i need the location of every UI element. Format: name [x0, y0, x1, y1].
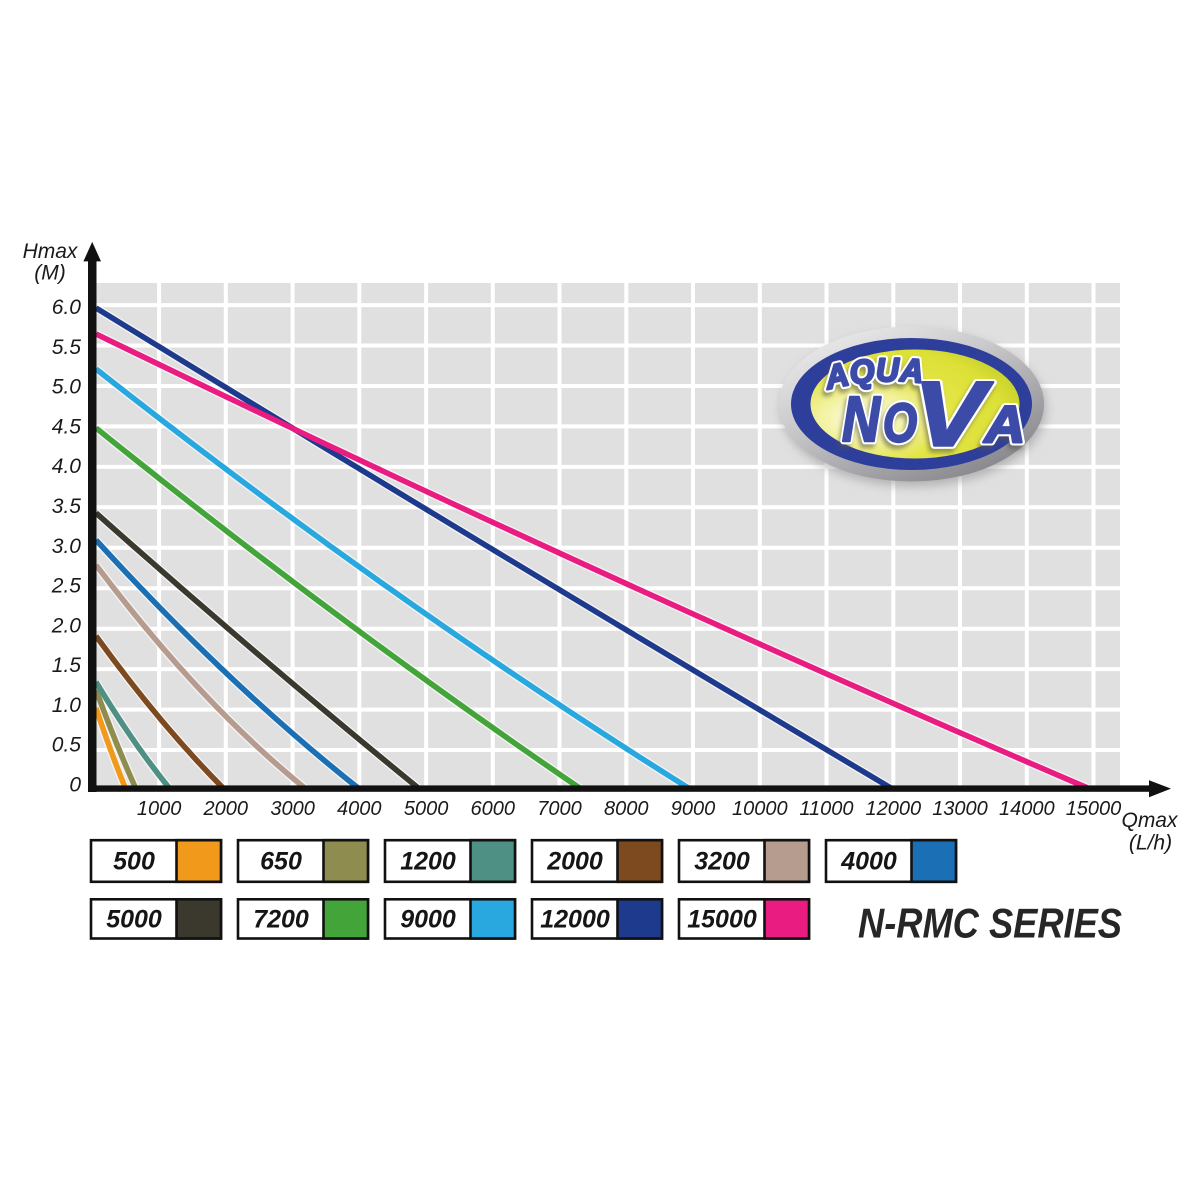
svg-text:4.0: 4.0 [52, 455, 82, 478]
svg-text:V: V [914, 364, 994, 466]
svg-text:0.5: 0.5 [52, 734, 82, 757]
svg-text:15000: 15000 [1066, 798, 1122, 820]
svg-text:15000: 15000 [687, 906, 757, 934]
svg-text:O: O [883, 392, 917, 454]
svg-text:4000: 4000 [337, 798, 382, 820]
svg-text:N: N [842, 383, 881, 455]
svg-text:650: 650 [260, 848, 302, 876]
svg-text:5000: 5000 [106, 906, 162, 934]
svg-text:9000: 9000 [671, 798, 716, 820]
svg-text:3.5: 3.5 [52, 495, 82, 518]
svg-text:1000: 1000 [137, 798, 182, 820]
svg-text:2000: 2000 [203, 798, 249, 820]
svg-text:10000: 10000 [732, 798, 788, 820]
svg-text:2.0: 2.0 [51, 614, 82, 637]
svg-text:A: A [982, 396, 1025, 454]
svg-text:O: O [883, 392, 917, 454]
svg-text:(M): (M) [34, 262, 65, 285]
svg-text:0: 0 [69, 773, 81, 796]
svg-text:12000: 12000 [540, 906, 610, 934]
svg-text:12000: 12000 [865, 798, 921, 820]
svg-text:(L/h): (L/h) [1129, 832, 1172, 855]
svg-text:3000: 3000 [270, 798, 315, 820]
svg-text:500: 500 [113, 848, 155, 876]
svg-text:2.5: 2.5 [51, 575, 82, 598]
svg-text:5.0: 5.0 [52, 376, 82, 399]
svg-text:6.0: 6.0 [52, 296, 82, 319]
svg-text:6000: 6000 [471, 798, 516, 820]
svg-text:1200: 1200 [400, 848, 456, 876]
svg-text:Hmax: Hmax [23, 240, 79, 263]
svg-text:7200: 7200 [253, 906, 309, 934]
svg-text:11000: 11000 [799, 798, 853, 820]
svg-text:7000: 7000 [537, 798, 582, 820]
svg-text:4.5: 4.5 [52, 415, 82, 438]
svg-text:A: A [982, 396, 1025, 454]
svg-text:14000: 14000 [999, 798, 1055, 820]
svg-text:3.0: 3.0 [52, 535, 82, 558]
svg-text:V: V [914, 364, 994, 466]
svg-text:1.5: 1.5 [52, 654, 82, 677]
svg-text:Qmax: Qmax [1121, 809, 1179, 832]
svg-text:3200: 3200 [694, 848, 750, 876]
svg-text:2000: 2000 [546, 848, 603, 876]
svg-text:13000: 13000 [932, 798, 988, 820]
svg-text:N: N [842, 383, 881, 455]
svg-text:5.5: 5.5 [52, 336, 82, 359]
svg-text:5000: 5000 [404, 798, 449, 820]
svg-text:1.0: 1.0 [52, 694, 82, 717]
svg-text:4000: 4000 [840, 848, 897, 876]
svg-text:9000: 9000 [400, 906, 456, 934]
svg-text:N-RMC SERIES: N-RMC SERIES [858, 900, 1122, 947]
svg-text:8000: 8000 [604, 798, 649, 820]
